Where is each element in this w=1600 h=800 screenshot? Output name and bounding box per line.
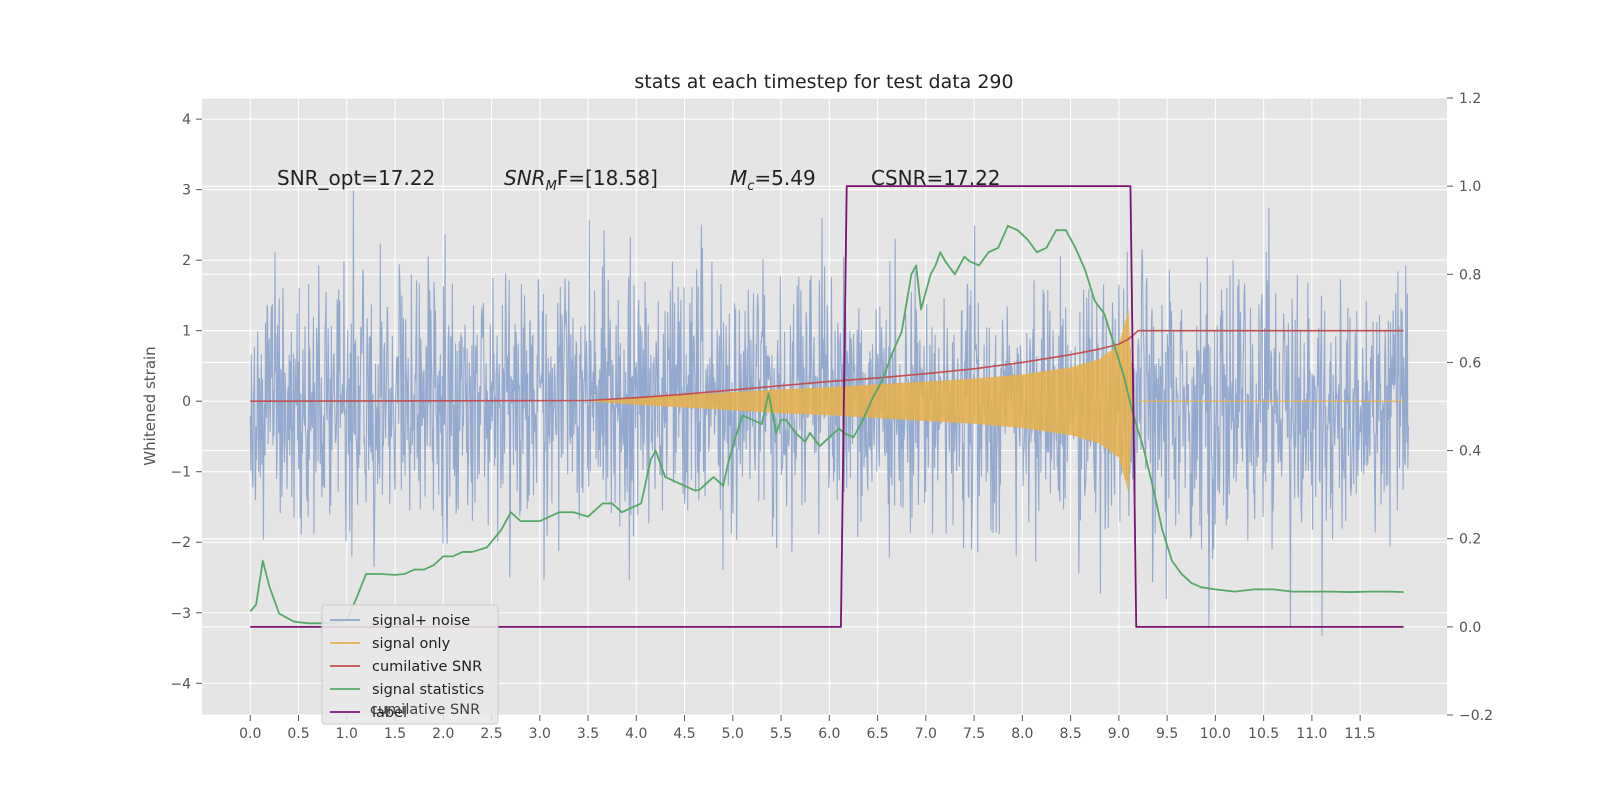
y-tick-label-right: 0.2 (1459, 532, 1481, 548)
y-tick-label-left: 1 (182, 324, 191, 340)
x-tick-label: 9.5 (1156, 726, 1178, 742)
x-tick-label: 0.5 (287, 726, 309, 742)
legend-ghost-text: cumilative SNR (370, 702, 480, 718)
x-tick-label: 10.5 (1248, 726, 1279, 742)
legend-label: cumilative SNR (372, 659, 482, 675)
annotation-mc: Mc=5.49 (730, 166, 816, 194)
legend-label: signal+ noise (372, 613, 470, 629)
legend-label: label (372, 705, 407, 721)
y-tick-label-left: −1 (170, 465, 191, 481)
annotation-csnr: CSNR=17.22 (871, 166, 1001, 190)
y-tick-label-right: 0.4 (1459, 444, 1481, 460)
y-tick-label-right: 0.6 (1459, 355, 1481, 371)
annotation-snr-opt: SNR_opt=17.22 (277, 166, 435, 190)
y-axis-label-left: Whitened strain (141, 346, 159, 465)
chart-title: stats at each timestep for test data 290 (634, 71, 1013, 93)
series-signal-only (588, 309, 1134, 493)
series-signal-statistics (249, 224, 1404, 625)
series-signal-noise (249, 190, 1409, 636)
x-tick-label: 10.0 (1200, 726, 1231, 742)
y-tick-label-left: 0 (182, 394, 191, 410)
x-tick-label: 2.0 (432, 726, 454, 742)
legend: cumilative SNR signal+ noise signal only c… (321, 604, 499, 725)
x-tick-label: 11.0 (1296, 726, 1327, 742)
x-tick-label: 11.5 (1345, 726, 1376, 742)
plot-area (249, 185, 1409, 636)
series-label (250, 185, 1404, 628)
annotations: SNR_opt=17.22 SNRMF=[18.58] Mc=5.49 CSNR… (277, 166, 1001, 194)
series-cumulative-snr (250, 329, 1404, 403)
x-tick-label: 5.5 (770, 726, 792, 742)
legend-frame (321, 604, 499, 725)
x-tick-label: 7.5 (963, 726, 985, 742)
x-tick-label: 3.5 (577, 726, 599, 742)
x-tick-label: 8.5 (1059, 726, 1081, 742)
x-tick-label: 4.0 (625, 726, 647, 742)
axes: 0.0 0.5 1.0 1.5 2.0 2.5 3.0 3.5 4.0 4.5 5.0 5.5 6.0 6… (170, 91, 1493, 742)
x-tick-label: 1.0 (336, 726, 358, 742)
legend-label: signal statistics (372, 682, 484, 698)
x-tick-label: 0.0 (239, 726, 261, 742)
x-tick-label: 7.0 (915, 726, 937, 742)
y-tick-label-right: 1.0 (1459, 179, 1481, 195)
x-tick-label: 4.5 (673, 726, 695, 742)
x-tick-label: 6.5 (866, 726, 888, 742)
y-tick-label-left: 3 (182, 183, 191, 199)
y-tick-label-left: 2 (182, 253, 191, 269)
y-tick-label-left: 4 (182, 112, 191, 128)
legend-label: signal only (372, 636, 451, 652)
y-tick-label-left: −3 (170, 606, 191, 622)
y-tick-label-right: 0.0 (1459, 620, 1481, 636)
x-tick-label: 5.0 (722, 726, 744, 742)
y-tick-label-left: −2 (170, 535, 191, 551)
x-tick-label: 8.0 (1011, 726, 1033, 742)
y-tick-label-right: 0.8 (1459, 267, 1481, 283)
y-tick-label-right: −0.2 (1459, 708, 1493, 724)
x-tick-label: 2.5 (480, 726, 502, 742)
x-tick-label: 3.0 (529, 726, 551, 742)
y-tick-label-left: −4 (170, 676, 191, 692)
x-tick-label: 1.5 (384, 726, 406, 742)
y-tick-label-right: 1.2 (1459, 91, 1481, 107)
x-tick-label: 6.0 (818, 726, 840, 742)
x-tick-label: 9.0 (1108, 726, 1130, 742)
annotation-snr-mf: SNRMF=[18.58] (504, 166, 658, 194)
